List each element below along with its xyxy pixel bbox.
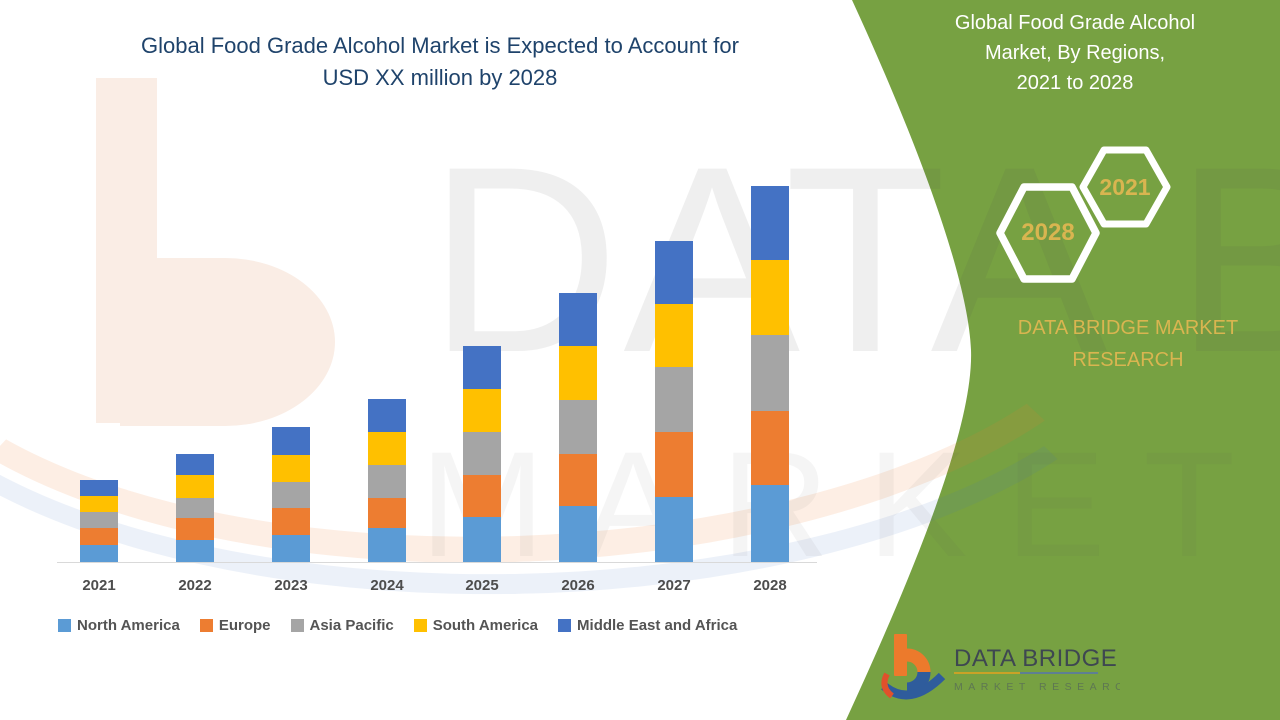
hexagon-2021-icon <box>1079 146 1171 228</box>
bar-segment-2022-north-america <box>176 540 214 562</box>
legend-swatch <box>290 619 304 632</box>
bar-2022 <box>176 454 214 562</box>
x-axis-label-2027: 2027 <box>657 577 691 594</box>
bar-segment-2025-middle-east-and-africa <box>463 346 501 389</box>
bar-segment-2021-north-america <box>80 545 118 562</box>
bar-segment-2025-europe <box>463 475 501 517</box>
bar-segment-2024-europe <box>368 498 406 528</box>
logo-subtitle: MARKET RESEARCH <box>954 681 1120 693</box>
legend-swatch <box>413 619 427 632</box>
bar-segment-2024-north-america <box>368 528 406 562</box>
hexagon-2028-icon <box>996 183 1100 283</box>
x-axis-label-2026: 2026 <box>561 577 595 594</box>
x-axis-label-2024: 2024 <box>370 577 404 594</box>
bar-segment-2028-south-america <box>751 260 789 335</box>
bar-segment-2026-asia-pacific <box>559 400 597 454</box>
legend-item-europe: Europe <box>199 617 271 634</box>
bar-segment-2024-middle-east-and-africa <box>368 399 406 432</box>
bar-segment-2023-north-america <box>272 535 310 562</box>
bar-segment-2025-south-america <box>463 389 501 432</box>
bar-segment-2021-south-america <box>80 496 118 512</box>
bar-2024 <box>368 399 406 562</box>
bar-segment-2028-europe <box>751 411 789 485</box>
logo-b-icon <box>881 634 946 700</box>
legend-swatch <box>199 619 213 632</box>
legend-label: Middle East and Africa <box>577 617 738 634</box>
bar-segment-2021-middle-east-and-africa <box>80 480 118 496</box>
data-bridge-logo: DATA BRIDGE MARKET RESEARCH <box>881 634 1120 700</box>
bar-segment-2027-north-america <box>655 497 693 562</box>
plot-area: 2021 2022 2023 2024 2025 2026 2027 2028 <box>57 186 817 594</box>
legend-item-north-america: North America <box>58 617 180 634</box>
legend-swatch <box>58 619 71 632</box>
x-axis-label-2023: 2023 <box>274 577 308 594</box>
bar-segment-2022-asia-pacific <box>176 498 214 518</box>
bar-segment-2027-asia-pacific <box>655 367 693 432</box>
bar-segment-2022-south-america <box>176 475 214 498</box>
hexagon-2028-label: 2028 <box>1021 219 1075 246</box>
x-axis-label-2028: 2028 <box>753 577 787 594</box>
legend-swatch <box>558 619 572 632</box>
bar-2026 <box>559 293 597 562</box>
bar-segment-2026-south-america <box>559 346 597 400</box>
legend-label: Europe <box>218 617 271 634</box>
logo-name: DATA BRIDGE <box>954 645 1117 672</box>
watermark-b-bowl-icon <box>120 258 335 426</box>
bar-segment-2027-europe <box>655 432 693 497</box>
x-axis-label-2022: 2022 <box>178 577 212 594</box>
bar-segment-2023-middle-east-and-africa <box>272 427 310 455</box>
bar-segment-2021-asia-pacific <box>80 512 118 528</box>
panel-brand-text: DATA BRIDGE MARKET RESEARCH <box>1017 317 1239 371</box>
x-axis-label-2025: 2025 <box>465 577 499 594</box>
bar-segment-2022-middle-east-and-africa <box>176 454 214 475</box>
bar-segment-2023-south-america <box>272 455 310 482</box>
bar-2028 <box>751 186 789 562</box>
x-axis-line <box>57 562 817 563</box>
legend-label: Asia Pacific <box>309 617 394 634</box>
legend-item-south-america: South America <box>413 617 539 634</box>
chart-title: Global Food Grade Alcohol Market is Expe… <box>141 33 739 90</box>
bar-segment-2022-europe <box>176 518 214 540</box>
bar-segment-2023-asia-pacific <box>272 482 310 508</box>
legend-item-middle-east-and-africa: Middle East and Africa <box>558 617 737 634</box>
panel-title: Global Food Grade Alcohol Market, By Reg… <box>954 12 1196 94</box>
bar-segment-2024-south-america <box>368 432 406 465</box>
bar-segment-2027-middle-east-and-africa <box>655 241 693 304</box>
legend-label: North America <box>77 617 180 634</box>
bar-segment-2025-north-america <box>463 517 501 562</box>
bar-segment-2026-europe <box>559 454 597 506</box>
bar-2023 <box>272 427 310 562</box>
chart-legend: North America Europe Asia Pacific South Ame… <box>58 617 737 634</box>
bar-segment-2028-middle-east-and-africa <box>751 186 789 260</box>
bar-2025 <box>463 346 501 562</box>
bar-segment-2028-asia-pacific <box>751 335 789 411</box>
bar-segment-2027-south-america <box>655 304 693 367</box>
bar-segment-2026-middle-east-and-africa <box>559 293 597 346</box>
legend-label: South America <box>432 617 539 634</box>
bar-segment-2025-asia-pacific <box>463 432 501 475</box>
bar-segment-2023-europe <box>272 508 310 535</box>
bar-2021 <box>80 480 118 562</box>
bar-segment-2021-europe <box>80 528 118 545</box>
bar-2027 <box>655 241 693 562</box>
bar-segment-2024-asia-pacific <box>368 465 406 498</box>
bar-segment-2026-north-america <box>559 506 597 562</box>
legend-item-asia-pacific: Asia Pacific <box>290 617 394 634</box>
x-axis-label-2021: 2021 <box>82 577 116 594</box>
bar-segment-2028-north-america <box>751 485 789 562</box>
hexagon-2021-label: 2021 <box>1099 173 1151 200</box>
